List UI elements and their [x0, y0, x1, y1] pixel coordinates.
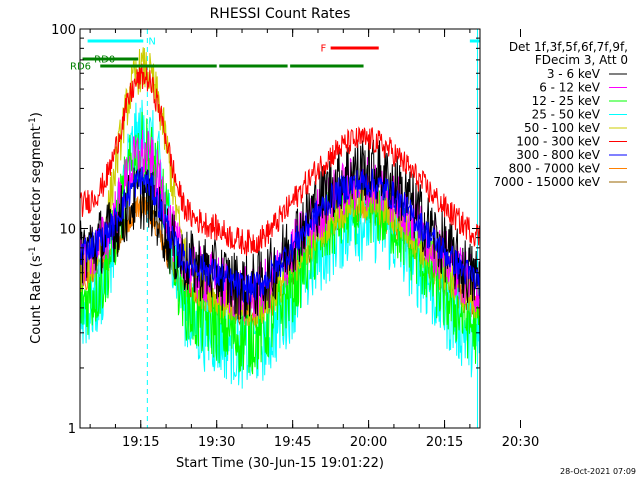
legend-label-5: 100 - 300 keV [516, 135, 600, 149]
series-line-5 [80, 63, 480, 256]
flag-label-3: F [321, 44, 327, 55]
flag-label-2: RD6 [70, 62, 91, 73]
legend-header-line-1: Det 1f,3f,5f,6f,7f,9f, [509, 40, 628, 54]
x-tick-label-4: 20:15 [426, 435, 463, 450]
flag-label-0: N [148, 37, 155, 48]
legend-label-7: 800 - 7000 keV [509, 162, 601, 176]
legend: Det 1f,3f,5f,6f,7f,9f, FDecim 3, Att 0 3… [493, 40, 628, 189]
legend-label-3: 25 - 50 keV [532, 108, 601, 122]
legend-label-1: 6 - 12 keV [539, 81, 601, 95]
axes: 19:15 19:30 19:45 20:00 20:15 20:30 1 10 100 [51, 23, 539, 450]
x-tick-label-5: 20:30 [502, 435, 539, 450]
timestamp: 28-Oct-2021 07:09 [560, 467, 636, 476]
legend-label-0: 3 - 6 keV [547, 67, 601, 81]
legend-header-line-2: FDecim 3, Att 0 [535, 53, 628, 67]
chart-title: RHESSI Count Rates [210, 6, 351, 22]
x-axis-label: Start Time (30-Jun-15 19:01:22) [176, 456, 384, 471]
x-tick-label-2: 19:45 [274, 435, 311, 450]
series-line-6 [80, 166, 480, 305]
flag-label-1: RD0 [94, 55, 115, 66]
x-tick-label-0: 19:15 [122, 435, 159, 450]
y-axis-label: Count Rate (s-1 detector segment-1) [28, 112, 44, 344]
x-tick-label-1: 19:30 [198, 435, 235, 450]
x-tick-label-3: 20:00 [350, 435, 387, 450]
y-tick-label-2: 100 [51, 23, 76, 38]
y-tick-label-1: 10 [59, 223, 76, 238]
plot-area [80, 29, 480, 428]
legend-label-6: 300 - 800 keV [516, 148, 600, 162]
legend-label-8: 7000 - 15000 keV [493, 175, 600, 189]
legend-label-4: 50 - 100 keV [524, 121, 601, 135]
legend-label-2: 12 - 25 keV [532, 94, 601, 108]
y-tick-label-0: 1 [68, 422, 76, 437]
